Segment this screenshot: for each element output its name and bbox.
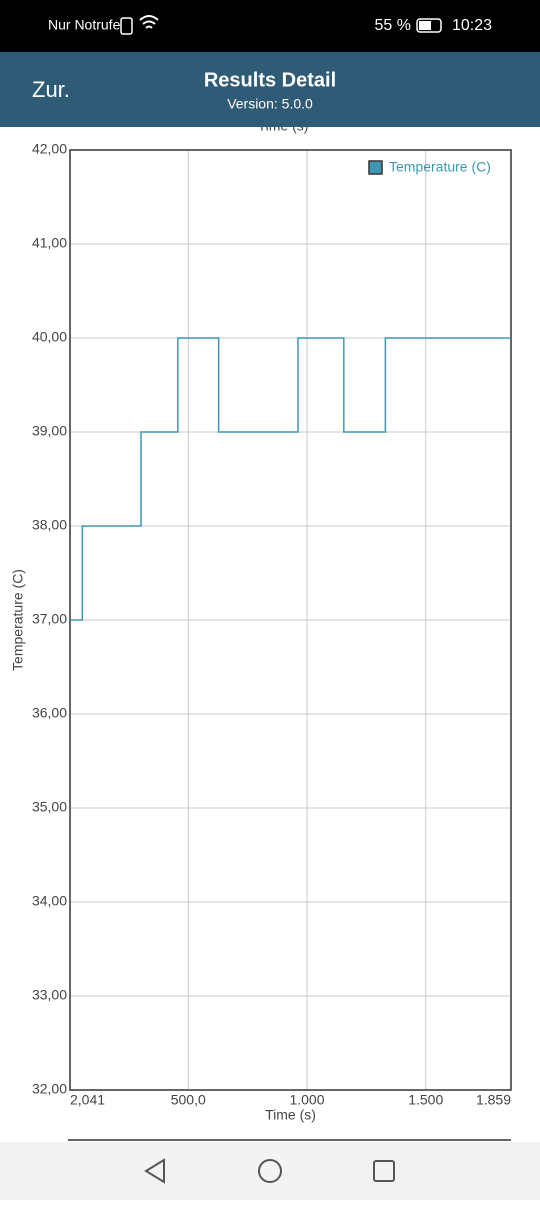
battery-level: 55 % xyxy=(375,17,411,34)
y-tick-label: 35,00 xyxy=(32,799,67,815)
x-tick-label: 1.859 xyxy=(476,1092,511,1108)
carrier: Nur Notrufe xyxy=(48,17,121,33)
nav-recents[interactable] xyxy=(373,1160,395,1182)
y-tick-label: 38,00 xyxy=(32,517,67,533)
y-tick-label: 40,00 xyxy=(32,329,67,345)
chart: 32,00 33,00 34,00 35,00 36,00 37,00 38,00 39,00… xyxy=(10,141,512,1123)
header-subtitle: Version: 5.0.0 xyxy=(227,96,313,112)
y-axis-label: Temperature (C) xyxy=(10,569,26,671)
app-header xyxy=(0,52,540,127)
x-tick-label: 1.000 xyxy=(289,1092,324,1108)
clock: 10:23 xyxy=(452,17,492,34)
legend-swatch xyxy=(368,160,383,175)
y-tick-label: 32,00 xyxy=(32,1081,67,1097)
wifi-icon xyxy=(139,15,159,29)
sim-icon xyxy=(120,17,133,35)
y-tick-label: 33,00 xyxy=(32,987,67,1003)
status-bar xyxy=(0,0,540,52)
y-tick-label: 37,00 xyxy=(32,611,67,627)
battery-fill xyxy=(419,21,431,30)
y-tick-label: 42,00 xyxy=(32,141,67,157)
battery-icon xyxy=(416,18,442,33)
back-button[interactable]: Zur. xyxy=(32,77,70,102)
y-tick-label: 41,00 xyxy=(32,235,67,251)
y-tick-label: 36,00 xyxy=(32,705,67,721)
y-tick-label: 39,00 xyxy=(32,423,67,439)
data-line xyxy=(70,337,511,621)
nav-home[interactable] xyxy=(258,1159,282,1183)
y-tick-label: 34,00 xyxy=(32,893,67,909)
nav-bar xyxy=(0,1142,540,1200)
x-tick-label: 500,0 xyxy=(171,1092,206,1108)
x-tick-label: 1.500 xyxy=(408,1092,443,1108)
nav-back[interactable] xyxy=(144,1158,165,1184)
legend-label: Temperature (C) xyxy=(389,159,491,175)
header-title: Results Detail xyxy=(204,69,336,91)
x-tick-label: 2,041 xyxy=(70,1092,105,1108)
x-axis-label: Time (s) xyxy=(265,1107,316,1123)
